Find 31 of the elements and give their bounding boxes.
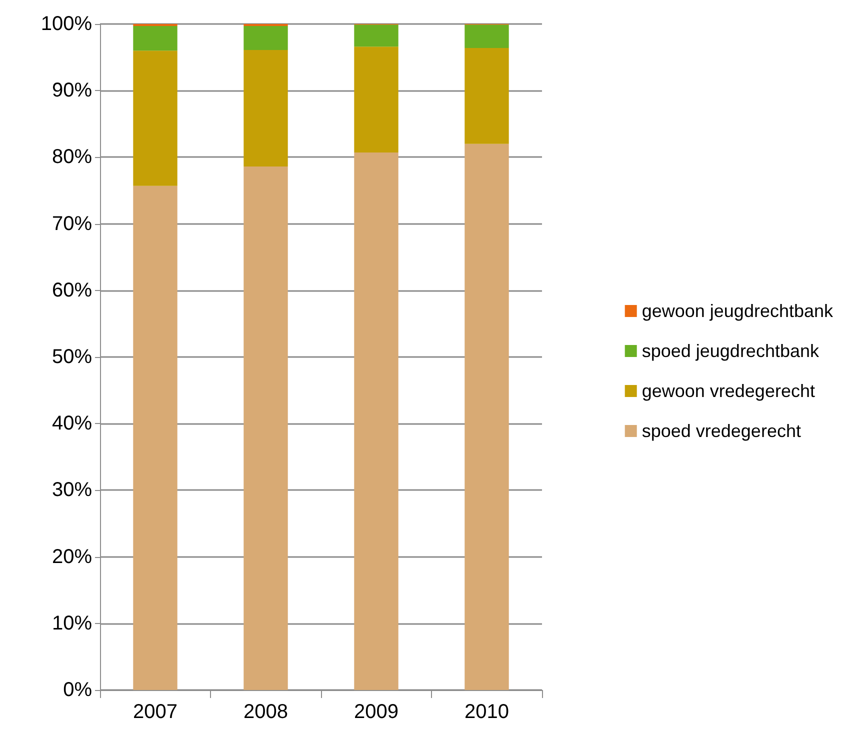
bar xyxy=(464,24,509,48)
x-tick-label: 2007 xyxy=(133,701,178,723)
y-tick-label: 30% xyxy=(52,479,92,502)
legend-label: gewoon jeugdrechtbank xyxy=(642,301,834,321)
y-tick-label: 90% xyxy=(52,80,92,102)
bar xyxy=(354,152,398,690)
y-tick-label: 0% xyxy=(63,679,92,701)
x-tick-label: 2010 xyxy=(464,701,509,723)
y-tick-label: 10% xyxy=(52,612,92,634)
legend-label: spoed jeugdrechtbank xyxy=(642,341,820,361)
bar xyxy=(244,50,288,167)
bar xyxy=(244,166,288,690)
bar xyxy=(133,186,178,690)
y-tick-label: 50% xyxy=(52,346,92,368)
bar xyxy=(354,24,398,47)
y-tick-label: 60% xyxy=(52,279,92,302)
y-tick-label: 70% xyxy=(52,212,92,235)
legend-label: spoed vredegerecht xyxy=(642,421,801,441)
y-tick-label: 100% xyxy=(40,13,92,35)
bar xyxy=(133,26,178,51)
y-tick-label: 40% xyxy=(52,412,92,435)
x-tick-label: 2008 xyxy=(244,701,288,723)
bar xyxy=(244,26,288,50)
bar xyxy=(354,46,398,153)
legend-label: gewoon vredegerecht xyxy=(642,381,815,401)
y-tick-label: 80% xyxy=(52,146,92,168)
y-tick-label: 20% xyxy=(52,546,92,568)
x-tick-label: 2009 xyxy=(354,701,398,723)
bar xyxy=(464,48,509,144)
bar xyxy=(464,144,509,690)
bar xyxy=(133,50,178,186)
